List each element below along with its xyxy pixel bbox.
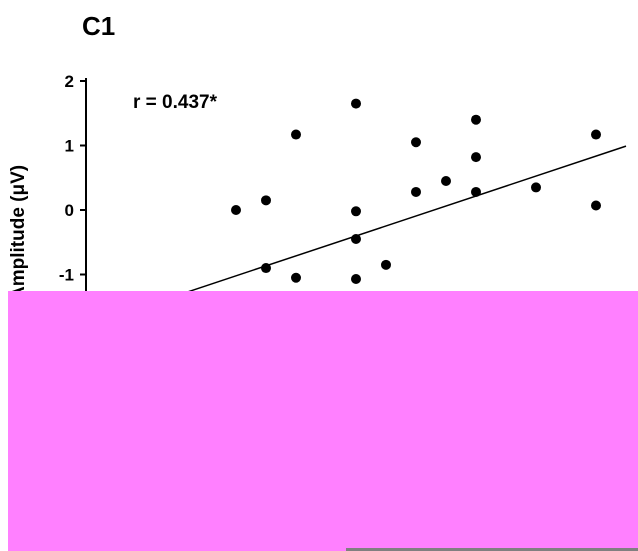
occluding-overlay (8, 291, 638, 551)
data-point (291, 129, 301, 140)
y-axis-label: Amplitude (μV) (8, 165, 29, 300)
correlation-annotation: r = 0.437* (133, 92, 218, 113)
data-point (351, 206, 361, 217)
data-point (411, 186, 421, 197)
data-point (351, 234, 361, 245)
panel-label: C1 (82, 11, 115, 41)
data-point (471, 114, 481, 125)
y-tick-label: 2 (65, 72, 74, 91)
data-point (471, 152, 481, 163)
data-point (591, 129, 601, 140)
data-point (261, 195, 271, 206)
y-tick-label: 1 (65, 137, 74, 156)
data-point (531, 182, 541, 193)
data-point (471, 186, 481, 197)
data-point (351, 98, 361, 109)
data-point (411, 137, 421, 148)
y-tick-label: 0 (65, 201, 74, 220)
data-point (231, 205, 241, 215)
data-point (351, 274, 361, 285)
data-point (261, 263, 271, 274)
y-tick-label: -1 (59, 266, 74, 285)
y-axis-ticks: 2 1 0 -1 (59, 72, 86, 285)
overlay-edge-strip (346, 548, 638, 551)
regression-line (175, 145, 627, 297)
data-point (291, 272, 301, 283)
data-point (591, 200, 601, 211)
data-point (441, 175, 451, 186)
data-point (381, 259, 391, 270)
data-points (231, 98, 601, 285)
